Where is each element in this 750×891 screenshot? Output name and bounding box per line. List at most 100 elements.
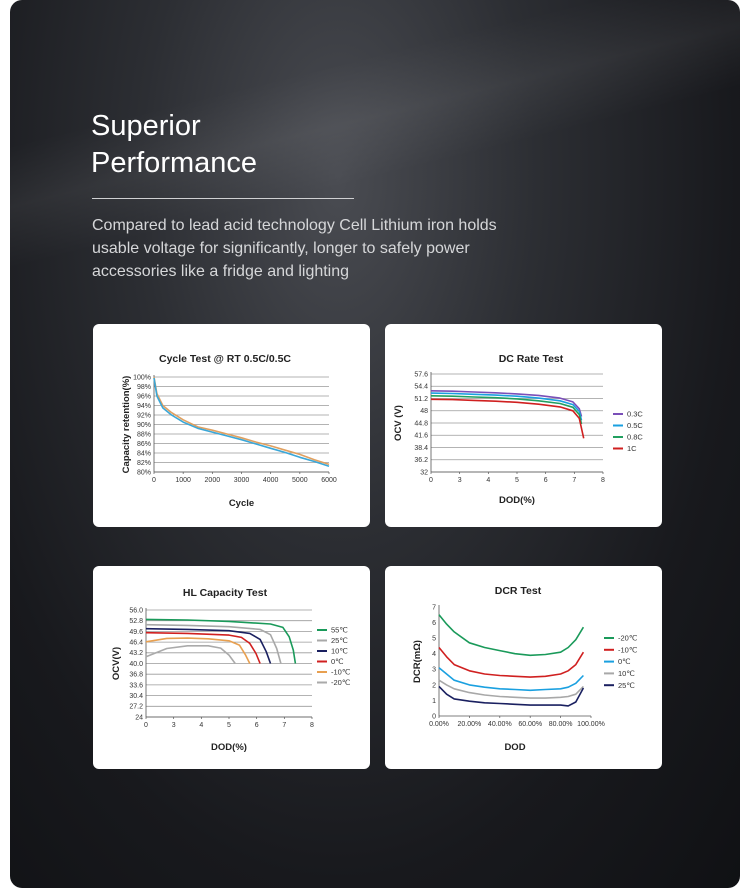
y-tick-label: 51.2 bbox=[414, 396, 428, 403]
x-tick-label: 4 bbox=[486, 477, 490, 484]
y-tick-label: 6 bbox=[432, 620, 436, 627]
chart-card-cycle-test: Cycle Test @ RT 0.5C/0.5C 80% 82% 84% 86% 88%… bbox=[93, 324, 370, 527]
x-tick-label: 8 bbox=[601, 477, 605, 484]
x-tick-label: 3 bbox=[172, 722, 176, 729]
x-tick-label: 4 bbox=[199, 722, 203, 729]
y-tick-label: 48 bbox=[420, 408, 428, 415]
x-tick-label: 3000 bbox=[234, 477, 250, 484]
x-axis-label: DOD(%) bbox=[499, 495, 535, 506]
y-tick-label: 0 bbox=[432, 713, 436, 720]
x-tick-label: 5000 bbox=[292, 477, 308, 484]
chart-title: HL Capacity Test bbox=[183, 587, 268, 599]
y-tick-label: 98% bbox=[137, 384, 151, 391]
y-tick-label: 33.6 bbox=[129, 682, 143, 689]
x-tick-label: 6 bbox=[255, 722, 259, 729]
y-tick-label: 40.0 bbox=[129, 661, 143, 668]
y-tick-label: 7 bbox=[432, 604, 436, 611]
x-tick-label: 7 bbox=[282, 722, 286, 729]
legend-label: 0.8C bbox=[627, 433, 643, 442]
x-tick-label: 5 bbox=[227, 722, 231, 729]
legend-label: -20℃ bbox=[331, 678, 351, 687]
y-tick-label: 43.2 bbox=[129, 650, 143, 657]
y-tick-label: 1 bbox=[432, 698, 436, 705]
legend-label: -10℃ bbox=[618, 645, 638, 654]
chart-cycle-test: Cycle Test @ RT 0.5C/0.5C 80% 82% 84% 86% 88%… bbox=[121, 353, 337, 509]
legend-label: 0.5C bbox=[627, 421, 643, 430]
series-line bbox=[438, 685, 585, 707]
y-tick-label: 49.6 bbox=[129, 629, 143, 636]
series-line bbox=[430, 395, 583, 425]
series-line bbox=[153, 377, 330, 468]
y-tick-label: 38.4 bbox=[414, 445, 428, 452]
series-line bbox=[438, 646, 585, 678]
y-tick-label: 54.4 bbox=[414, 384, 428, 391]
x-tick-label: 1000 bbox=[175, 477, 191, 484]
x-axis-label: Cycle bbox=[229, 498, 254, 509]
y-tick-label: 52.8 bbox=[129, 618, 143, 625]
series-line bbox=[430, 392, 583, 421]
y-tick-label: 5 bbox=[432, 636, 436, 643]
series-line bbox=[145, 618, 297, 664]
x-tick-label: 6000 bbox=[321, 477, 337, 484]
x-tick-label: 0.00% bbox=[429, 721, 449, 728]
x-tick-label: 7 bbox=[572, 477, 576, 484]
series-line bbox=[145, 637, 251, 664]
legend-label: 1C bbox=[627, 444, 637, 453]
chart-hl-capacity-test: HL Capacity Test2427.230.433.636.840.043… bbox=[111, 587, 351, 753]
y-tick-label: 24 bbox=[135, 714, 143, 721]
x-tick-label: 0 bbox=[429, 477, 433, 484]
series-line bbox=[145, 623, 282, 664]
y-tick-label: 86% bbox=[137, 441, 151, 448]
legend-label: 25℃ bbox=[331, 636, 348, 645]
x-tick-label: 40.00% bbox=[488, 721, 512, 728]
title-divider bbox=[92, 198, 354, 199]
y-tick-label: 100% bbox=[133, 374, 151, 381]
series-line bbox=[145, 631, 261, 664]
chart-card-hl-capacity-test: HL Capacity Test 24 27.2 30.4 33.6 36.8 40.0 43… bbox=[93, 566, 370, 769]
y-axis-label: Capacity retention(%) bbox=[121, 376, 132, 474]
y-tick-label: 41.6 bbox=[414, 433, 428, 440]
x-axis-label: DOD bbox=[504, 742, 525, 753]
y-axis-label: DCR(mΩ) bbox=[412, 640, 423, 683]
y-tick-label: 2 bbox=[432, 682, 436, 689]
series-line bbox=[430, 398, 585, 439]
x-tick-label: 4000 bbox=[263, 477, 279, 484]
legend-label: 25℃ bbox=[618, 681, 635, 690]
y-tick-label: 36.2 bbox=[414, 457, 428, 464]
series-line bbox=[438, 614, 585, 657]
y-tick-label: 32 bbox=[420, 469, 428, 476]
y-axis-label: OCV(V) bbox=[111, 647, 122, 680]
y-tick-label: 44.8 bbox=[414, 420, 428, 427]
x-axis-label: DOD(%) bbox=[211, 742, 247, 753]
y-tick-label: 3 bbox=[432, 667, 436, 674]
description-text: Compared to lead acid technology Cell Li… bbox=[92, 217, 497, 280]
y-tick-label: 88% bbox=[137, 431, 151, 438]
page-title: Superior Performance bbox=[91, 108, 391, 182]
y-tick-label: 96% bbox=[137, 393, 151, 400]
y-tick-label: 90% bbox=[137, 422, 151, 429]
x-tick-label: 80.00% bbox=[549, 721, 573, 728]
series-line bbox=[438, 667, 584, 692]
y-axis-label: OCV (V) bbox=[393, 405, 404, 441]
x-tick-label: 8 bbox=[310, 722, 314, 729]
y-tick-label: 94% bbox=[137, 403, 151, 410]
y-tick-label: 82% bbox=[137, 460, 151, 467]
y-tick-label: 46.4 bbox=[129, 640, 143, 647]
series-line bbox=[145, 645, 236, 664]
legend-label: 0℃ bbox=[331, 657, 344, 666]
series-line bbox=[153, 376, 330, 466]
series-line bbox=[145, 627, 272, 664]
x-tick-label: 5 bbox=[515, 477, 519, 484]
y-tick-label: 84% bbox=[137, 450, 151, 457]
y-tick-label: 27.2 bbox=[129, 704, 143, 711]
chart-dc-rate-test: DC Rate Test3236.238.441.644.84851.254.4… bbox=[393, 353, 643, 506]
y-tick-label: 57.6 bbox=[414, 371, 428, 378]
chart-title: DCR Test bbox=[495, 585, 542, 597]
y-tick-label: 30.4 bbox=[129, 693, 143, 700]
legend-label: 10℃ bbox=[331, 647, 348, 656]
title-line-2: Performance bbox=[91, 147, 258, 179]
series-line bbox=[430, 390, 583, 417]
legend-label: -20℃ bbox=[618, 634, 638, 643]
series-line bbox=[438, 679, 584, 699]
legend-label: 55℃ bbox=[331, 626, 348, 635]
